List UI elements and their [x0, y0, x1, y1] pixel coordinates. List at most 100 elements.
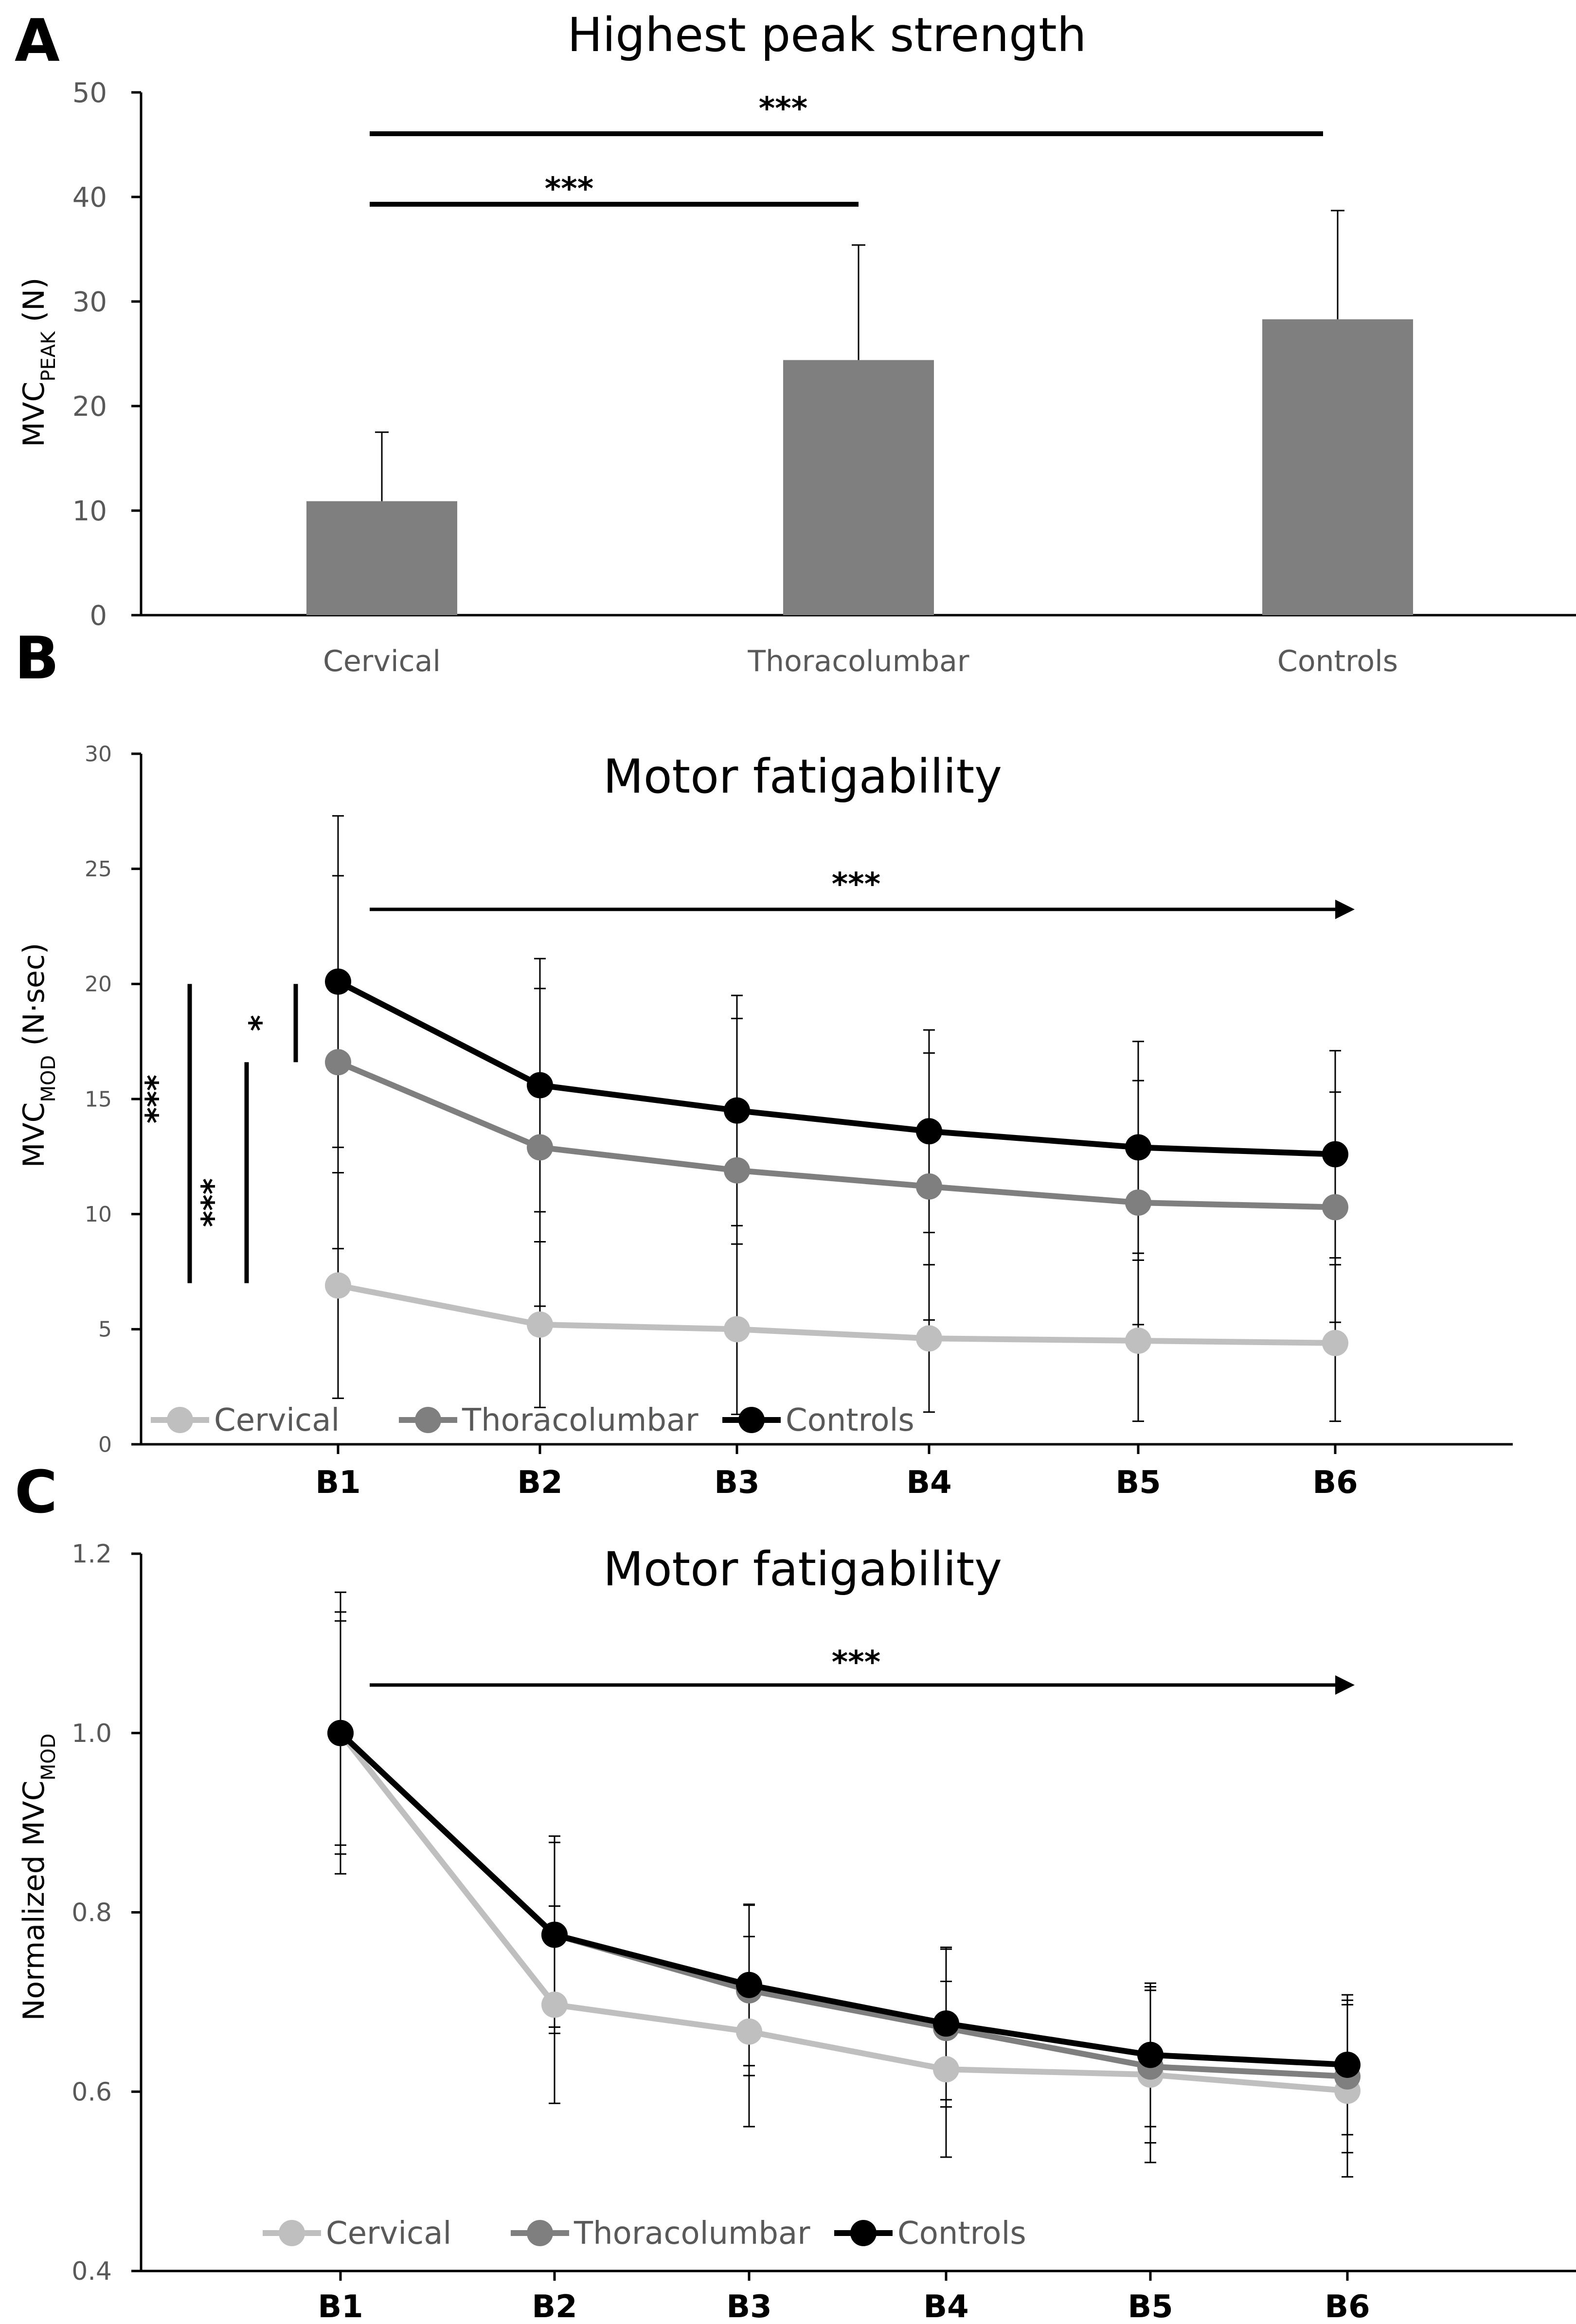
chart-a-y-tick-label: 0: [90, 600, 107, 632]
chart-c-x-tick-label: B4: [923, 2289, 968, 2324]
chart-c-y-tick-label: 1.2: [72, 1540, 112, 1569]
data-point-thoracolumbar: [1125, 1189, 1151, 1216]
chart-a-x-tick-label: Cervical: [323, 644, 441, 678]
data-point-controls: [916, 1118, 942, 1145]
legend-label-controls: Controls: [786, 1402, 914, 1438]
chart-b-x-tick-label: B3: [714, 1465, 759, 1501]
chart-b-x-tick-label: B2: [517, 1465, 562, 1501]
legend-label-cervical: Cervical: [326, 2216, 451, 2252]
data-point-cervical: [325, 1272, 351, 1299]
data-point-thoracolumbar: [724, 1157, 750, 1184]
legend-marker-controls: [738, 1407, 765, 1433]
data-point-thoracolumbar: [916, 1173, 942, 1200]
panel-letter-b: B: [15, 625, 59, 692]
data-point-controls: [1334, 2051, 1361, 2078]
trend-arrow-head: [1335, 1675, 1355, 1695]
trend-significance-label: ***: [832, 1645, 880, 1681]
chart-b-y-tick-label: 25: [85, 857, 112, 882]
data-point-cervical: [933, 2056, 959, 2083]
series-line-cervical: [338, 1731, 1348, 2094]
chart-a-y-tick-label: 40: [72, 182, 107, 213]
chart-c-y-tick-label: 1.0: [72, 1719, 112, 1748]
series-line-thoracolumbar: [337, 1059, 1336, 1210]
chart-b-y-axis-label: MVCMOD (N·sec): [17, 943, 60, 1168]
data-point-cervical: [916, 1325, 942, 1352]
data-point-cervical: [724, 1316, 750, 1343]
chart-c-legend: Cervical Thoracolumbar Controls: [263, 2216, 1026, 2252]
chart-a-y-tick-label: 30: [72, 286, 107, 318]
chart-panel-a: Highest peak strength MVCPEAK (N) 0 10 20 3…: [17, 8, 1576, 678]
panel-letter-c: C: [15, 1459, 57, 1526]
data-point-controls: [327, 1720, 354, 1746]
data-point-controls: [1137, 2041, 1164, 2068]
data-point-controls: [541, 1921, 568, 1948]
panel-letter-a: A: [15, 7, 60, 75]
comparison-label: ***: [140, 1075, 176, 1123]
series-line-cervical: [337, 1282, 1336, 1346]
chart-b-y-tick-label: 30: [85, 742, 112, 766]
chart-a-x-tick-label: Controls: [1277, 644, 1398, 678]
chart-c-x-tick-label: B3: [726, 2289, 771, 2324]
data-point-thoracolumbar: [527, 1134, 553, 1161]
chart-a-title: Highest peak strength: [567, 8, 1086, 62]
chart-b-y-tick-label: 0: [98, 1432, 112, 1457]
comparison-label: ***: [196, 1178, 232, 1227]
chart-c-x-tick-label: B1: [318, 2289, 363, 2324]
data-point-controls: [933, 2010, 959, 2037]
chart-c-x-tick-label: B2: [532, 2289, 577, 2324]
chart-c-x-tick-label: B5: [1128, 2289, 1173, 2324]
data-point-controls: [1322, 1141, 1348, 1168]
chart-c-x-tick-label: B6: [1325, 2289, 1370, 2324]
chart-c-y-axis-label: Normalized MVCMOD: [17, 1734, 60, 2021]
chart-a-y-tick-label: 10: [72, 496, 107, 527]
data-point-controls: [1125, 1134, 1151, 1161]
chart-c-y-tick-label: 0.8: [72, 1898, 112, 1928]
trend-arrow-head: [1335, 900, 1355, 919]
series-line-controls: [338, 1731, 1348, 2068]
chart-b-y-tick-label: 20: [85, 972, 112, 997]
data-point-cervical: [736, 2018, 762, 2045]
chart-b-y-tick-label: 10: [85, 1202, 112, 1227]
legend-marker-thoracolumbar: [415, 1407, 441, 1433]
data-point-cervical: [1125, 1328, 1151, 1354]
legend-marker-controls: [850, 2220, 877, 2246]
chart-b-y-tick-label: 5: [98, 1317, 112, 1342]
comparison-label: *: [243, 1015, 279, 1031]
chart-c-y-tick-label: 0.4: [72, 2257, 112, 2286]
bar-cervical: [306, 501, 457, 615]
chart-a-y-tick-label: 50: [72, 77, 107, 109]
series-line-controls: [337, 979, 1336, 1157]
data-point-cervical: [541, 1991, 568, 2018]
chart-c-title: Motor fatigability: [603, 1542, 1002, 1597]
legend-marker-cervical: [167, 1407, 193, 1433]
chart-panel-b: Motor fatigability MVCMOD (N·sec) 0 5 10 15…: [17, 742, 1513, 1501]
chart-c-y-tick-label: 0.6: [72, 2077, 112, 2107]
chart-panel-c: Motor fatigability Normalized MVCMOD 0.4…: [17, 1540, 1576, 2324]
chart-a-y-axis-label: MVCPEAK (N): [17, 278, 60, 447]
legend-label-controls: Controls: [897, 2216, 1026, 2252]
chart-b-legend: Cervical Thoracolumbar Controls: [151, 1402, 914, 1438]
chart-b-x-tick-label: B6: [1312, 1465, 1358, 1501]
legend-marker-thoracolumbar: [527, 2220, 553, 2246]
chart-b-x-tick-label: B1: [315, 1465, 360, 1501]
series-line-thoracolumbar: [338, 1731, 1348, 2079]
chart-b-x-tick-label: B5: [1115, 1465, 1161, 1501]
bar-thoracolumbar: [783, 360, 934, 615]
trend-significance-label: ***: [832, 867, 880, 903]
significance-label: ***: [545, 171, 593, 207]
data-point-controls: [736, 1971, 762, 1998]
data-point-cervical: [527, 1311, 553, 1338]
bar-controls: [1262, 319, 1413, 615]
chart-a-y-tick-label: 20: [72, 391, 107, 423]
chart-a-x-tick-label: Thoracolumbar: [747, 644, 969, 678]
data-point-thoracolumbar: [325, 1049, 351, 1076]
legend-label-cervical: Cervical: [214, 1402, 340, 1438]
chart-b-title: Motor fatigability: [603, 749, 1002, 804]
legend-label-thoracolumbar: Thoracolumbar: [462, 1402, 698, 1438]
significance-label: ***: [759, 91, 807, 127]
data-point-thoracolumbar: [1322, 1194, 1348, 1221]
data-point-controls: [724, 1097, 750, 1124]
data-point-cervical: [1322, 1330, 1348, 1356]
chart-b-x-tick-label: B4: [906, 1465, 951, 1501]
